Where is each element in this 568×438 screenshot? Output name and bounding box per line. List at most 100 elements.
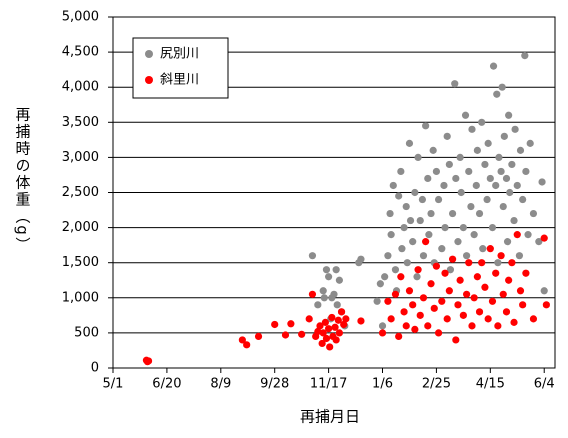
point xyxy=(424,174,432,183)
point xyxy=(320,294,328,302)
point xyxy=(314,301,322,309)
point xyxy=(456,276,464,284)
point xyxy=(506,188,514,197)
point xyxy=(470,231,478,239)
point xyxy=(335,276,343,284)
point xyxy=(316,322,324,330)
point xyxy=(521,52,529,60)
point xyxy=(475,209,484,218)
point xyxy=(463,290,471,298)
point xyxy=(502,308,511,316)
point xyxy=(494,259,502,267)
point xyxy=(298,330,306,338)
point xyxy=(402,202,410,211)
point xyxy=(535,238,543,246)
point xyxy=(519,301,527,309)
point xyxy=(438,245,446,253)
point xyxy=(513,231,521,239)
point xyxy=(510,318,518,326)
point xyxy=(457,188,465,197)
point xyxy=(522,167,530,176)
point xyxy=(403,259,411,267)
legend-marker xyxy=(145,50,153,58)
point xyxy=(411,188,419,197)
point xyxy=(489,62,498,70)
point xyxy=(459,224,467,232)
point xyxy=(389,181,397,190)
point xyxy=(441,269,449,277)
point xyxy=(499,202,507,211)
point xyxy=(342,315,350,323)
point xyxy=(429,146,437,154)
point xyxy=(486,174,494,183)
point xyxy=(322,334,331,343)
point xyxy=(483,195,491,204)
x-tick-label: 9/28 xyxy=(260,377,289,392)
point xyxy=(331,323,339,331)
point xyxy=(422,238,430,246)
point xyxy=(522,269,530,277)
legend-label: 尻別川 xyxy=(160,47,199,62)
x-tick-label: 8/9 xyxy=(210,377,231,392)
point xyxy=(398,245,406,253)
point xyxy=(526,139,534,147)
point xyxy=(461,111,470,119)
point xyxy=(402,322,410,330)
point xyxy=(325,273,333,281)
point xyxy=(451,80,459,88)
point xyxy=(463,252,471,260)
point xyxy=(540,287,548,295)
x-axis-label: 再捕月日 xyxy=(300,408,360,426)
point xyxy=(409,301,417,309)
y-tick-label: 1,500 xyxy=(62,255,99,270)
point xyxy=(314,327,322,336)
point xyxy=(454,301,462,309)
point xyxy=(529,315,538,323)
point xyxy=(475,308,484,316)
point xyxy=(434,195,443,204)
point xyxy=(419,294,428,302)
y-tick-label: 4,500 xyxy=(62,45,99,60)
point xyxy=(500,132,508,140)
point xyxy=(409,238,417,246)
point xyxy=(384,252,392,260)
point xyxy=(308,290,317,298)
point xyxy=(334,316,342,324)
point xyxy=(445,160,453,169)
point xyxy=(422,122,430,130)
point xyxy=(508,259,516,267)
point xyxy=(495,153,503,161)
point xyxy=(443,132,451,140)
point xyxy=(395,332,403,341)
point xyxy=(484,139,492,147)
point xyxy=(332,336,340,344)
point xyxy=(432,262,441,270)
point xyxy=(357,317,365,325)
point xyxy=(144,357,153,365)
y-axis-label: 再捕時の体重（g） xyxy=(14,106,32,254)
point xyxy=(454,238,462,246)
point xyxy=(511,125,519,133)
x-tick-label: 1/6 xyxy=(372,377,393,392)
point xyxy=(510,216,518,225)
point xyxy=(445,287,453,295)
point xyxy=(287,320,295,328)
point xyxy=(419,252,428,260)
point xyxy=(446,266,455,274)
point xyxy=(497,252,505,260)
point xyxy=(378,329,387,337)
point xyxy=(414,266,422,274)
x-tick-label: 11/17 xyxy=(310,377,347,392)
point xyxy=(508,160,516,169)
point xyxy=(319,287,327,295)
point xyxy=(337,308,346,316)
point xyxy=(499,290,507,298)
point xyxy=(478,259,486,267)
point xyxy=(434,329,443,337)
point xyxy=(400,224,408,232)
point xyxy=(427,209,435,218)
point xyxy=(492,181,500,190)
point xyxy=(465,259,473,267)
point xyxy=(378,322,387,330)
point xyxy=(524,231,532,239)
